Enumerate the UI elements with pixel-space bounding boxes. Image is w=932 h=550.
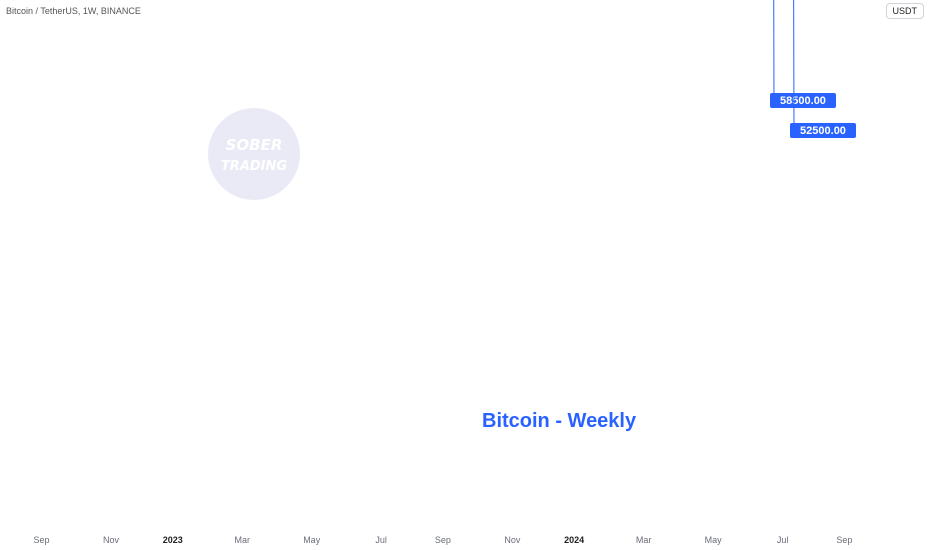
symbol-header: Bitcoin / TetherUS, 1W, BINANCE [6, 6, 141, 16]
target-box [770, 93, 836, 108]
watermark-text-2: TRADING [221, 159, 287, 174]
time-tick-label: Sep [836, 535, 852, 545]
watermark-text: SOBER [226, 136, 283, 154]
time-tick-label: May [705, 535, 723, 545]
time-tick-label: Mar [234, 535, 250, 545]
time-tick-label: Nov [504, 535, 521, 545]
sober-trading-watermark: SOBER TRADING [208, 108, 300, 200]
chart-title: Bitcoin - Weekly [482, 410, 637, 432]
time-tick-label: 2023 [163, 535, 183, 545]
currency-button[interactable]: USDT [885, 3, 924, 19]
target-leader [793, 0, 795, 139]
time-tick-label: Sep [435, 535, 451, 545]
time-tick-label: Mar [636, 535, 652, 545]
target-label: 52500.00 [800, 125, 846, 137]
time-axis: Sep Nov 2023 Mar May Jul Sep Nov 2024 Mar May Jul Se… [33, 535, 852, 545]
target-box [790, 123, 856, 138]
target-label: 58500.00 [780, 95, 826, 107]
target-leader [773, 0, 775, 109]
target-labels: 58500.00 52500.00 [770, 0, 856, 139]
time-tick-label: Jul [777, 535, 789, 545]
time-tick-label: Sep [33, 535, 49, 545]
time-tick-label: Jul [375, 535, 387, 545]
time-tick-label: 2024 [564, 535, 584, 545]
time-tick-label: May [303, 535, 321, 545]
time-tick-label: Nov [103, 535, 120, 545]
